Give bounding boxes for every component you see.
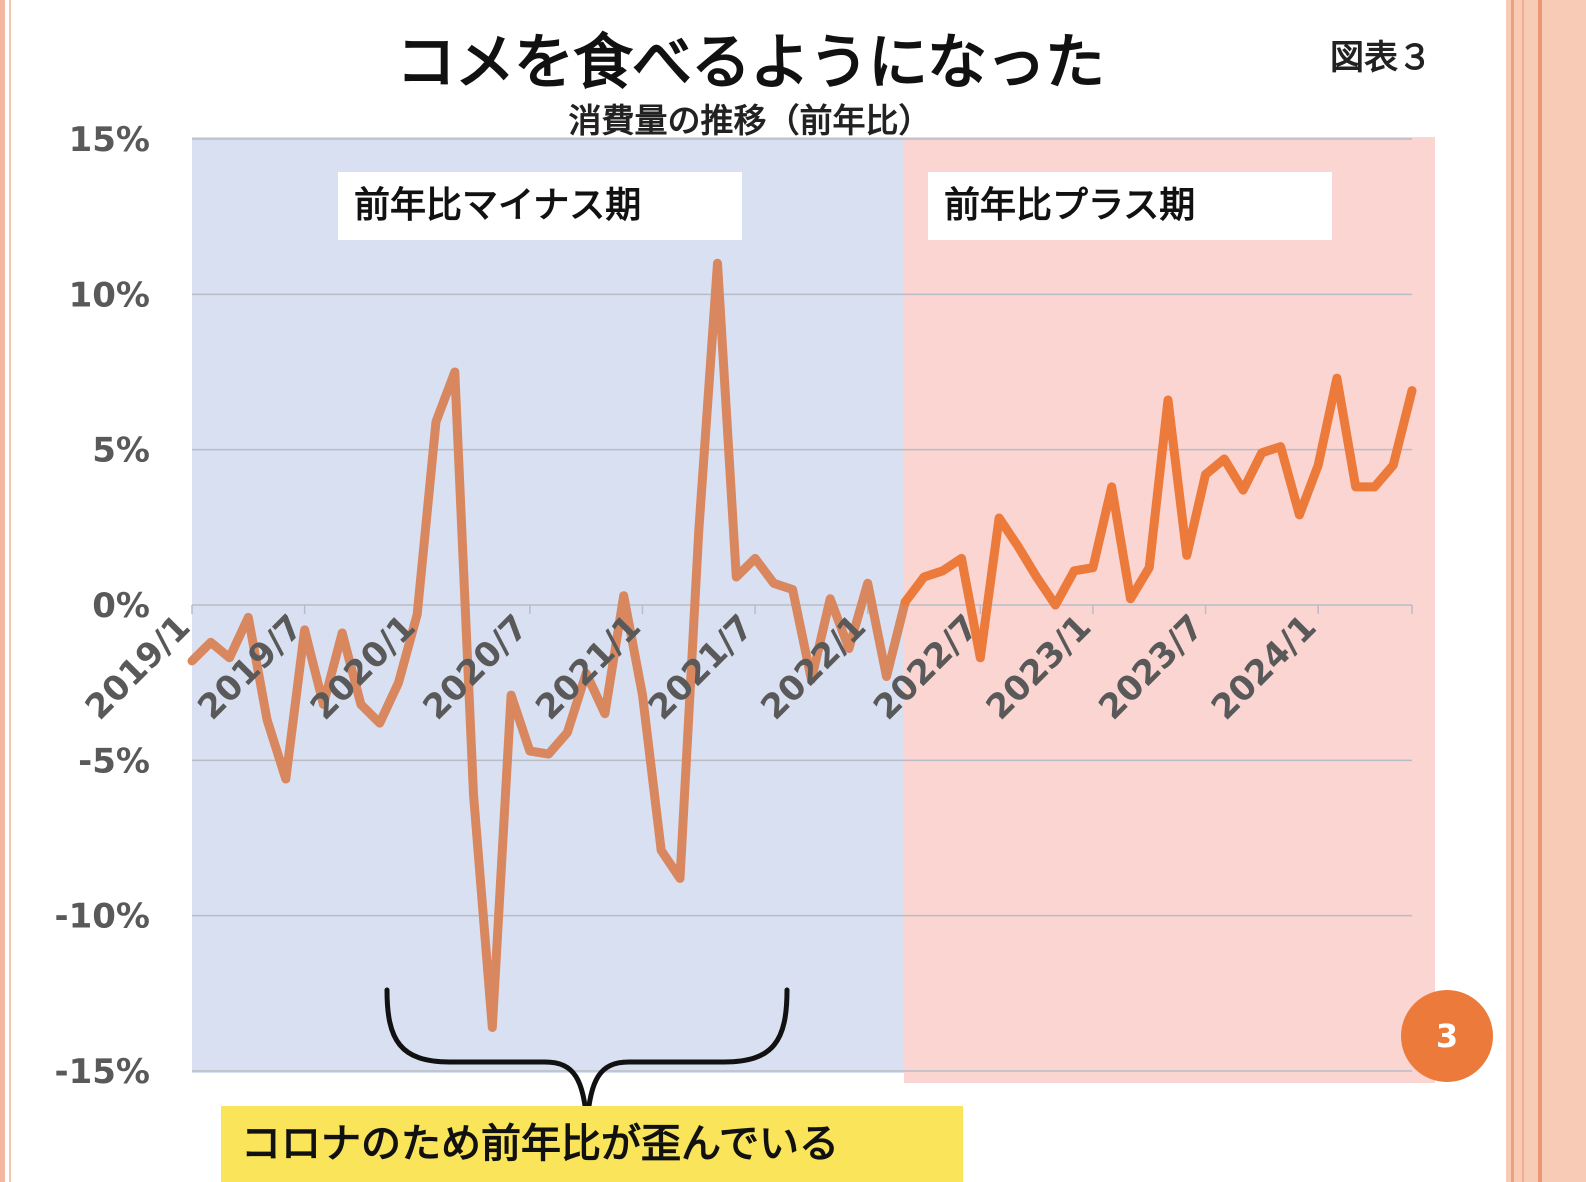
plus-period-label: 前年比プラス期	[928, 172, 1332, 240]
figure-label: 図表３	[1330, 38, 1432, 78]
y-tick-label: 15%	[69, 120, 150, 160]
y-tick-label: 10%	[69, 275, 150, 315]
y-tick-label: -15%	[55, 1052, 151, 1092]
y-tick-label: -5%	[78, 741, 150, 781]
y-tick-label: -10%	[55, 897, 151, 937]
chart-subtitle: 消費量の推移（前年比）	[568, 101, 932, 140]
right-edge-stripe	[1506, 0, 1586, 1182]
minus-period-label: 前年比マイナス期	[338, 172, 742, 240]
series-line-minus-period	[187, 258, 910, 1032]
right-edge-line-3	[1538, 0, 1542, 1182]
y-tick-label: 0%	[92, 586, 150, 626]
left-edge-stripe	[0, 0, 5, 1182]
right-edge-line-2	[1522, 0, 1524, 1182]
chart-title: コメを食べるようになった	[396, 28, 1105, 98]
covid-note: コロナのため前年比が歪んでいる	[221, 1106, 963, 1182]
right-edge-line-1	[1511, 0, 1514, 1182]
page-number-badge: 3	[1401, 990, 1493, 1082]
y-tick-label: 5%	[92, 431, 150, 471]
left-edge-stripe-inner	[9, 0, 11, 1182]
series-line-plus-period	[900, 373, 1417, 663]
